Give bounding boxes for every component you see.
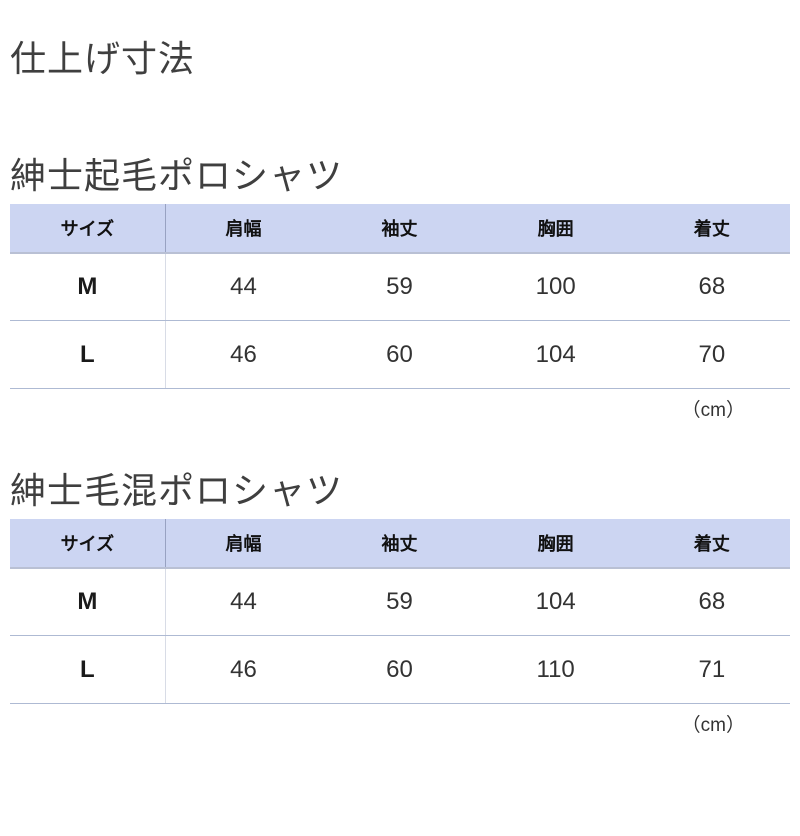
cell-chest: 104 <box>477 320 634 390</box>
column-header-body-length: 着丈 <box>633 518 790 569</box>
column-header-chest: 胸囲 <box>477 203 634 254</box>
table-row-size-m: M 44 59 104 68 <box>10 567 790 637</box>
table-row-size-l: L 46 60 110 71 <box>10 635 790 705</box>
column-header-size: サイズ <box>10 518 166 569</box>
cell-chest: 100 <box>477 252 634 322</box>
column-header-shoulder-width: 肩幅 <box>165 203 322 254</box>
section-title-brushed-polo: 紳士起毛ポロシャツ <box>10 154 344 196</box>
table-row-size-m: M 44 59 100 68 <box>10 252 790 322</box>
cell-sleeve-length: 59 <box>321 252 478 322</box>
cell-shoulder-width: 46 <box>165 635 322 705</box>
section-brushed-polo: 紳士起毛ポロシャツ サイズ 肩幅 袖丈 胸囲 着丈 M 44 59 <box>10 153 790 422</box>
column-header-sleeve-length: 袖丈 <box>321 203 478 254</box>
column-header-size: サイズ <box>10 203 166 254</box>
section-title-wool-blend-polo: 紳士毛混ポロシャツ <box>10 469 344 511</box>
size-spec-sheet: 仕上げ寸法 紳士起毛ポロシャツ サイズ 肩幅 袖丈 胸囲 着丈 M 44 <box>0 36 800 737</box>
cell-sleeve-length: 59 <box>321 567 478 637</box>
size-table-wool-blend-polo: サイズ 肩幅 袖丈 胸囲 着丈 M 44 59 104 68 L 46 <box>10 518 790 705</box>
row-label-size: M <box>10 567 166 637</box>
table-header-row: サイズ 肩幅 袖丈 胸囲 着丈 <box>10 518 790 569</box>
cell-body-length: 70 <box>633 320 790 390</box>
cell-body-length: 68 <box>633 252 790 322</box>
unit-note: （cm） <box>681 400 745 422</box>
column-header-chest: 胸囲 <box>477 518 634 569</box>
cell-shoulder-width: 44 <box>165 567 322 637</box>
cell-shoulder-width: 46 <box>165 320 322 390</box>
row-label-size: L <box>10 320 166 390</box>
column-header-shoulder-width: 肩幅 <box>165 518 322 569</box>
unit-note: （cm） <box>681 715 745 737</box>
cell-sleeve-length: 60 <box>321 320 478 390</box>
row-label-size: M <box>10 252 166 322</box>
cell-shoulder-width: 44 <box>165 252 322 322</box>
size-table-brushed-polo: サイズ 肩幅 袖丈 胸囲 着丈 M 44 59 100 68 L 46 <box>10 203 790 390</box>
column-header-body-length: 着丈 <box>633 203 790 254</box>
cell-chest: 110 <box>477 635 634 705</box>
table-row-size-l: L 46 60 104 70 <box>10 320 790 390</box>
cell-body-length: 68 <box>633 567 790 637</box>
cell-sleeve-length: 60 <box>321 635 478 705</box>
table-header-row: サイズ 肩幅 袖丈 胸囲 着丈 <box>10 203 790 254</box>
page-title: 仕上げ寸法 <box>10 38 196 79</box>
column-header-sleeve-length: 袖丈 <box>321 518 478 569</box>
cell-body-length: 71 <box>633 635 790 705</box>
row-label-size: L <box>10 635 166 705</box>
section-wool-blend-polo: 紳士毛混ポロシャツ サイズ 肩幅 袖丈 胸囲 着丈 M 44 59 <box>10 468 790 737</box>
cell-chest: 104 <box>477 567 634 637</box>
